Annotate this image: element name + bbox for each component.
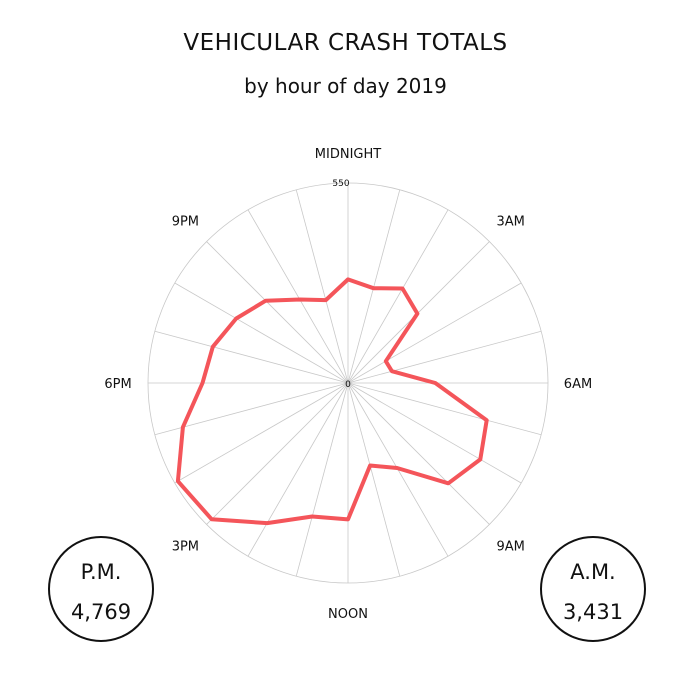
am-total-badge: A.M. 3,431 xyxy=(540,536,646,642)
data-point xyxy=(368,464,372,467)
chart-title: VEHICULAR CRASH TOTALS xyxy=(183,30,508,56)
am-total-value: 3,431 xyxy=(562,600,624,624)
radial-ticks: 0 550 xyxy=(332,179,351,390)
chart-subtitle: by hour of day 2019 xyxy=(244,74,447,98)
radar-grid xyxy=(147,182,549,584)
grid-spoke xyxy=(347,382,522,484)
data-point xyxy=(401,287,404,290)
grid-spoke xyxy=(347,282,522,384)
crash-series-line xyxy=(175,277,489,526)
grid-spoke xyxy=(154,382,349,436)
grid-spoke xyxy=(174,382,349,484)
data-point xyxy=(265,521,269,525)
grid-spoke xyxy=(347,382,401,577)
pm-total-badge: P.M. 4,769 xyxy=(48,536,154,642)
hour-label: 6PM xyxy=(104,377,131,392)
grid-spoke xyxy=(247,382,349,557)
data-point xyxy=(311,515,314,518)
data-point xyxy=(390,370,394,373)
grid-spoke xyxy=(295,189,349,384)
tick-label: 550 xyxy=(332,179,349,189)
data-point xyxy=(235,317,238,320)
data-point xyxy=(324,298,327,302)
grid-spoke xyxy=(247,209,349,384)
hour-label: 3AM xyxy=(496,214,524,229)
data-point xyxy=(416,312,419,315)
grid-spoke xyxy=(347,382,542,436)
data-point xyxy=(176,479,180,483)
hour-label: 9AM xyxy=(496,540,524,555)
grid-spoke xyxy=(347,209,449,384)
grid-spoke xyxy=(206,241,349,384)
pm-label: P.M. xyxy=(80,560,122,584)
hour-label: NOON xyxy=(328,607,368,622)
radar-series xyxy=(175,277,489,526)
hour-label: 6AM xyxy=(564,377,592,392)
grid-spoke xyxy=(154,330,349,384)
grid-spoke xyxy=(347,382,490,525)
data-point xyxy=(372,286,375,290)
data-point xyxy=(447,482,450,485)
hour-label: 9PM xyxy=(172,214,199,229)
data-point xyxy=(211,345,214,348)
am-label: A.M. xyxy=(570,560,616,584)
hour-label: MIDNIGHT xyxy=(315,147,381,162)
grid-spoke xyxy=(206,382,349,525)
hour-label: 3PM xyxy=(172,540,199,555)
grid-spoke xyxy=(347,330,542,384)
data-point xyxy=(485,418,488,422)
data-point xyxy=(479,458,482,461)
grid-spoke xyxy=(174,282,349,384)
data-point xyxy=(346,278,350,281)
hour-labels: MIDNIGHT 3AM 6AM 9AM NOON 3PM 6PM 9PM xyxy=(104,147,592,622)
data-point xyxy=(298,298,302,301)
data-point xyxy=(346,518,350,521)
data-point xyxy=(181,426,185,429)
data-point xyxy=(264,299,267,302)
data-point xyxy=(384,359,387,363)
data-point xyxy=(210,518,213,521)
data-point xyxy=(395,466,399,470)
data-point xyxy=(434,381,437,385)
grid-spoke xyxy=(295,382,349,577)
pm-total-value: 4,769 xyxy=(70,600,132,624)
data-point xyxy=(201,381,204,385)
tick-label: 0 xyxy=(345,380,351,390)
